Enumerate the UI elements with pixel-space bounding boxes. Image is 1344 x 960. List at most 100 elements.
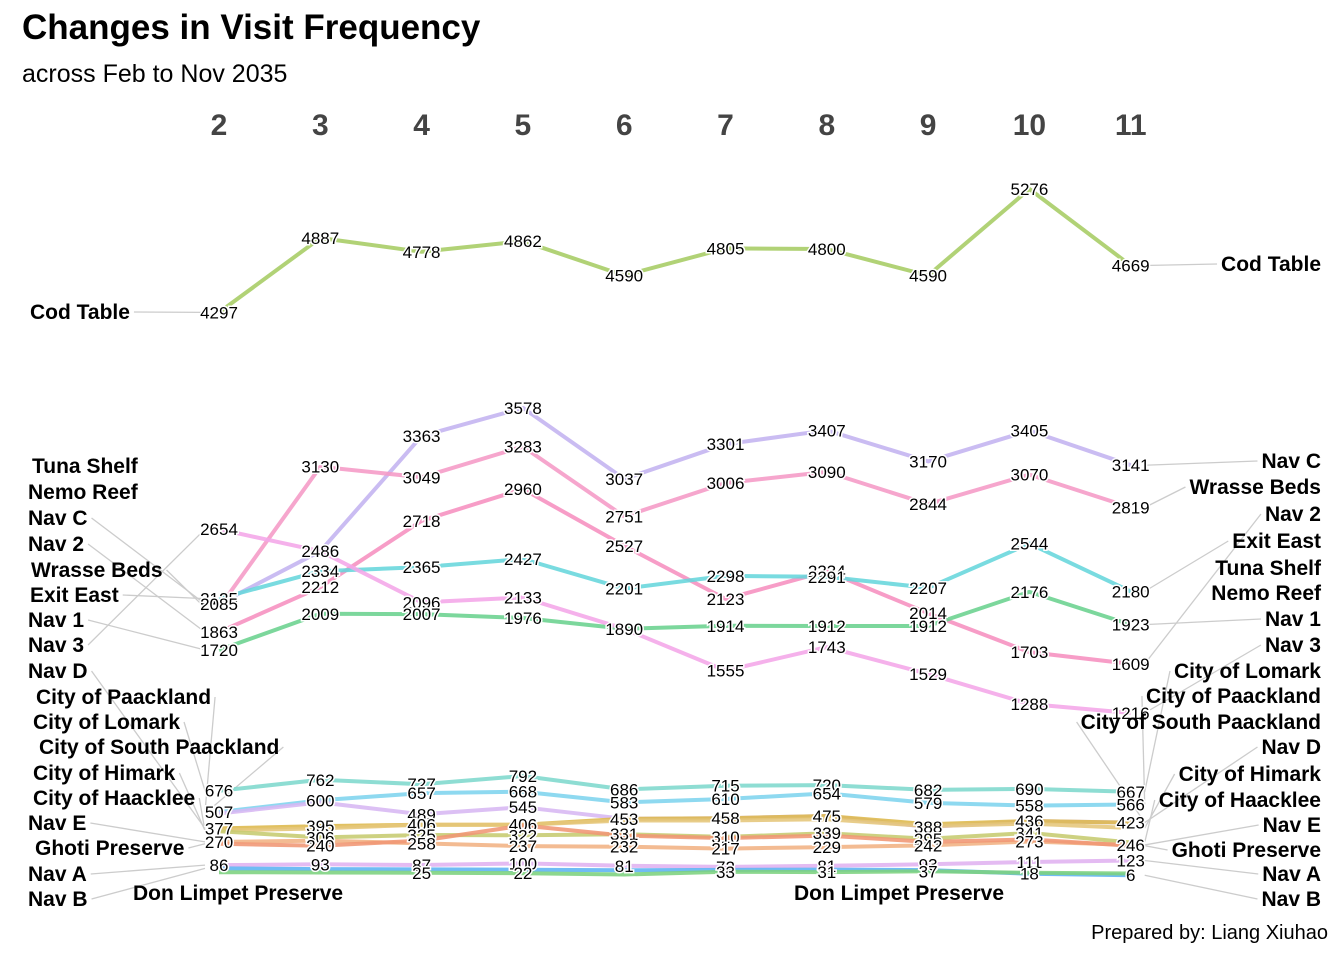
value-label: 1912 xyxy=(808,617,846,636)
value-label: 1720 xyxy=(200,641,238,660)
series-label-left: Nav 3 xyxy=(28,634,84,657)
value-label: 2201 xyxy=(605,580,643,599)
value-label: 406 xyxy=(407,816,435,835)
value-label: 676 xyxy=(205,782,233,801)
series-label-left: Don Limpet Preserve xyxy=(133,882,343,905)
series-line xyxy=(218,817,1131,833)
value-label: 3301 xyxy=(707,435,745,454)
label-connector xyxy=(122,594,206,600)
value-label: 72 xyxy=(716,858,735,877)
value-label: 18 xyxy=(1020,865,1039,884)
value-label: 31 xyxy=(817,863,836,882)
chart-subtitle: across Feb to Nov 2035 xyxy=(22,60,288,88)
value-label: 667 xyxy=(1117,783,1145,802)
value-label: 406 xyxy=(509,816,537,835)
value-label: 237 xyxy=(509,837,537,856)
value-label: 3090 xyxy=(808,463,846,482)
series-label-right: Nemo Reef xyxy=(1211,582,1322,605)
label-connector xyxy=(1144,263,1218,267)
value-label: 242 xyxy=(914,836,942,855)
value-label: 600 xyxy=(306,791,334,810)
value-label: 3363 xyxy=(403,427,441,446)
value-label: 1976 xyxy=(504,609,542,628)
value-label: 2207 xyxy=(909,579,947,598)
value-label: 507 xyxy=(205,803,233,822)
value-label: 3283 xyxy=(504,438,542,457)
value-label: 2176 xyxy=(1010,583,1048,602)
value-label: 475 xyxy=(813,807,841,826)
series-label-right: City of Haacklee xyxy=(1159,789,1321,812)
value-label: 727 xyxy=(407,775,435,794)
value-label: 111 xyxy=(1016,853,1042,872)
series-line xyxy=(218,869,1131,877)
value-label: 3070 xyxy=(1010,466,1048,485)
series-label-right: Nav C xyxy=(1261,450,1321,473)
value-label: 2085 xyxy=(200,595,238,614)
value-label: 3037 xyxy=(605,470,643,489)
value-label: 3049 xyxy=(403,468,441,487)
label-connector xyxy=(183,721,206,791)
label-connector xyxy=(188,843,206,849)
value-label: 37 xyxy=(919,862,938,881)
label-connector xyxy=(87,619,206,651)
value-label: 453 xyxy=(610,810,638,829)
value-label: 86 xyxy=(210,856,229,875)
value-label: 229 xyxy=(813,838,841,857)
value-label: 720 xyxy=(813,776,841,795)
series-label-left: City of Paackland xyxy=(36,686,211,709)
value-label: 3578 xyxy=(504,399,542,418)
value-label: 3130 xyxy=(301,458,339,477)
value-label: 2427 xyxy=(504,550,542,569)
value-label: 2486 xyxy=(301,542,339,561)
label-connector xyxy=(1144,799,1156,843)
value-label: 3170 xyxy=(909,452,947,471)
value-label: 4805 xyxy=(707,239,745,258)
value-label: 690 xyxy=(1015,780,1043,799)
value-label: 100 xyxy=(509,854,537,873)
value-label: 270 xyxy=(205,833,233,852)
value-label: 322 xyxy=(509,826,537,845)
value-label: 273 xyxy=(1015,833,1043,852)
value-label: 246 xyxy=(1117,836,1145,855)
value-label: 2125 xyxy=(200,590,238,609)
value-label: 1555 xyxy=(707,662,745,681)
value-label: 4669 xyxy=(1112,257,1150,276)
value-label: 1914 xyxy=(707,617,745,636)
value-label: 93 xyxy=(311,855,330,874)
series-label-right: Nav 3 xyxy=(1265,634,1321,657)
value-label: 3141 xyxy=(1112,456,1150,475)
value-label: 341 xyxy=(1015,824,1043,843)
series-line xyxy=(217,187,1132,315)
series-line xyxy=(218,405,1132,606)
value-label: 232 xyxy=(610,838,638,857)
value-label: 2334 xyxy=(301,562,339,581)
label-connector xyxy=(1144,845,1168,851)
value-label: 4800 xyxy=(808,240,846,259)
value-label: 436 xyxy=(1015,812,1043,831)
label-connector xyxy=(1144,859,1259,875)
value-label: 2334 xyxy=(808,562,846,581)
month-label: 11 xyxy=(1115,109,1147,142)
series-label-left: Nav A xyxy=(28,863,87,886)
series-label-left: Nav B xyxy=(28,888,88,911)
value-label: 2096 xyxy=(403,593,441,612)
value-label: 2007 xyxy=(403,605,441,624)
series-label-right: Nav B xyxy=(1261,888,1321,911)
label-connector xyxy=(1144,618,1261,626)
value-label: 2009 xyxy=(301,605,339,624)
value-label: 2123 xyxy=(707,590,745,609)
label-connector xyxy=(204,746,284,815)
series-label-right: Don Limpet Preserve xyxy=(794,882,1004,905)
value-label: 566 xyxy=(1117,796,1145,815)
value-label: 1923 xyxy=(1112,616,1150,635)
value-label: 2844 xyxy=(909,495,947,514)
value-label: 2718 xyxy=(403,512,441,531)
series-line xyxy=(218,589,1132,652)
month-label: 10 xyxy=(1013,109,1046,142)
value-label: 3405 xyxy=(1010,422,1048,441)
series-line xyxy=(218,823,1131,848)
value-label: 1216 xyxy=(1112,704,1150,723)
value-label: 762 xyxy=(306,771,334,790)
value-label: 2819 xyxy=(1112,499,1150,518)
